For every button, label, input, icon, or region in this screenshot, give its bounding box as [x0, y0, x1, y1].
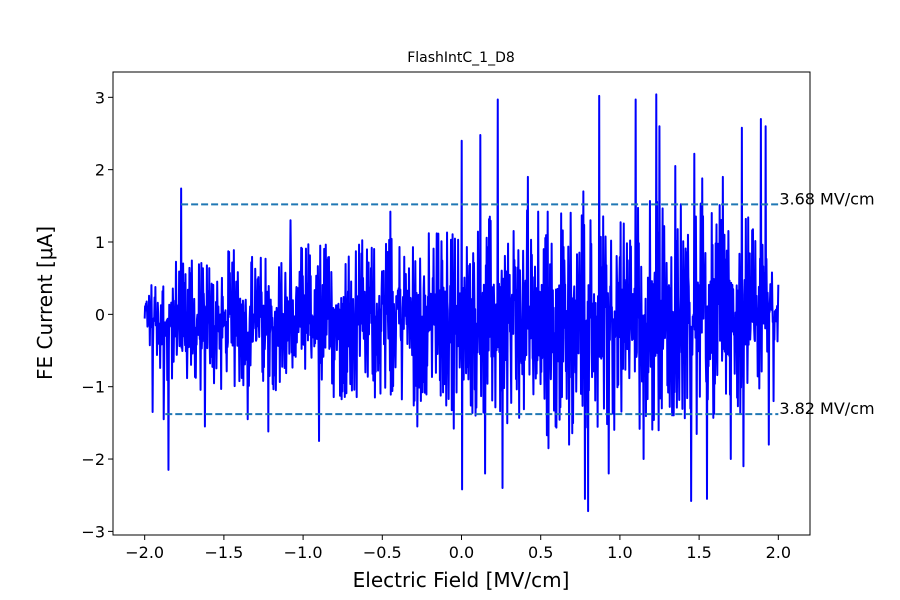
series-line-0: [143, 93, 780, 513]
x-tick-label: 0.5: [528, 543, 553, 562]
x-tick-label: −2.0: [125, 543, 164, 562]
x-tick-label: 1.0: [607, 543, 632, 562]
x-axis-ticks: −2.0 −1.5 −1.0 −0.5 0.0 0.5 1.0 1.5 2.0: [125, 535, 791, 562]
annotation-label-1: 3.82 MV/cm: [779, 399, 874, 418]
x-axis-label: Electric Field [MV/cm]: [353, 568, 570, 592]
x-tick-label: 2.0: [766, 543, 791, 562]
x-tick-label: −0.5: [363, 543, 402, 562]
x-tick-label: −1.5: [204, 543, 243, 562]
y-tick-label: 2: [95, 161, 105, 180]
y-tick-label: 1: [95, 233, 105, 252]
x-tick-label: 0.0: [449, 543, 474, 562]
y-axis-label: FE Current [μA]: [33, 226, 57, 380]
y-tick-label: −1: [81, 378, 105, 397]
plot-area: [143, 93, 780, 513]
y-axis-ticks: −3 −2 −1 0 1 2 3: [81, 88, 113, 541]
y-tick-label: 3: [95, 88, 105, 107]
y-tick-label: −2: [81, 450, 105, 469]
annotation-lines: 3.68 MV/cm 3.82 MV/cm: [165, 189, 875, 418]
annotation-label-0: 3.68 MV/cm: [779, 189, 874, 208]
x-tick-label: 1.5: [686, 543, 711, 562]
y-tick-label: 0: [95, 305, 105, 324]
y-tick-label: −3: [81, 522, 105, 541]
x-tick-label: −1.0: [284, 543, 323, 562]
chart-title: FlashIntC_1_D8: [407, 50, 515, 66]
